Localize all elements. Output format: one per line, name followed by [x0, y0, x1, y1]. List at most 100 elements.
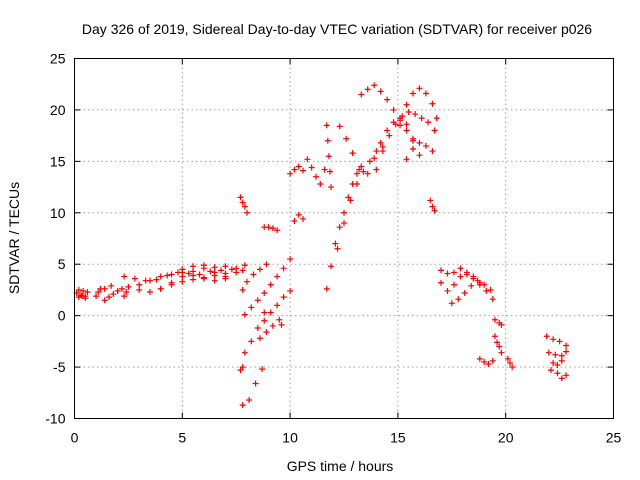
data-point — [358, 91, 365, 98]
data-point — [256, 266, 263, 273]
series-s18 — [239, 366, 266, 409]
data-point — [476, 355, 483, 362]
data-point — [254, 297, 261, 304]
data-point — [261, 317, 268, 324]
data-point — [237, 194, 244, 201]
data-point — [554, 370, 561, 377]
data-point — [274, 227, 281, 234]
data-point — [507, 359, 514, 366]
data-point — [207, 268, 214, 275]
data-point — [336, 224, 343, 231]
series-s37 — [491, 333, 505, 356]
data-point — [75, 294, 82, 301]
data-point — [558, 357, 565, 364]
series-s38 — [476, 355, 496, 367]
data-point — [295, 163, 302, 170]
series-s04 — [101, 282, 128, 300]
data-point — [243, 209, 250, 216]
data-points — [73, 82, 570, 409]
series-s22 — [304, 156, 328, 187]
data-point — [246, 396, 253, 403]
data-point — [211, 264, 218, 271]
data-point — [563, 348, 570, 355]
x-tick-label: 0 — [71, 430, 79, 446]
data-point — [164, 272, 171, 279]
data-point — [280, 265, 287, 272]
data-point — [332, 240, 339, 247]
x-axis-label: GPS time / hours — [287, 458, 394, 474]
data-point — [80, 287, 87, 294]
data-point — [470, 275, 477, 282]
data-point — [491, 316, 498, 323]
series-s19 — [261, 224, 281, 234]
data-point — [263, 261, 270, 268]
y-tick-label: 25 — [50, 51, 66, 67]
data-point — [563, 342, 570, 349]
data-point — [146, 288, 153, 295]
data-point — [308, 164, 315, 171]
data-point — [558, 352, 565, 359]
data-point — [403, 101, 410, 108]
data-point — [386, 132, 393, 139]
data-point — [321, 166, 328, 173]
data-point — [349, 150, 356, 157]
series-s43 — [550, 357, 565, 369]
data-point — [498, 349, 505, 356]
data-point — [179, 273, 186, 280]
data-point — [121, 273, 128, 280]
data-point — [254, 324, 261, 331]
data-point — [312, 173, 319, 180]
data-point — [239, 199, 246, 206]
data-point — [373, 148, 380, 155]
series-s34 — [438, 271, 496, 303]
data-point — [491, 333, 498, 340]
series-s40 — [543, 333, 570, 349]
data-point — [157, 285, 164, 292]
data-point — [431, 127, 438, 134]
data-point — [373, 166, 380, 173]
data-point — [409, 146, 416, 153]
series-s24 — [323, 163, 365, 292]
data-point — [384, 96, 391, 103]
data-point — [468, 282, 475, 289]
data-point — [489, 357, 496, 364]
x-tick-label: 10 — [282, 430, 298, 446]
data-point — [239, 286, 246, 293]
data-point — [397, 122, 404, 129]
y-tick-label: -10 — [45, 411, 65, 427]
data-point — [291, 218, 298, 225]
data-point — [278, 321, 285, 328]
y-tick-label: 0 — [58, 308, 66, 324]
data-point — [422, 142, 429, 149]
data-point — [241, 349, 248, 356]
data-point — [75, 286, 82, 293]
x-tick-label: 15 — [390, 430, 406, 446]
data-point — [287, 287, 294, 294]
data-point — [153, 276, 160, 283]
data-point — [241, 262, 248, 269]
data-point — [429, 100, 436, 107]
data-point — [136, 286, 143, 293]
data-point — [429, 148, 436, 155]
plot-frame — [74, 58, 614, 419]
data-point — [450, 281, 457, 288]
data-point — [263, 329, 270, 336]
series-s35 — [448, 277, 494, 307]
data-point — [377, 88, 384, 95]
data-point — [403, 127, 410, 134]
data-point — [179, 266, 186, 273]
data-point — [252, 380, 259, 387]
data-point — [237, 367, 244, 374]
series-s36 — [491, 316, 505, 328]
data-point — [179, 278, 186, 285]
data-point — [291, 166, 298, 173]
x-tick-label: 20 — [498, 430, 514, 446]
data-point — [250, 271, 257, 278]
data-point — [429, 203, 436, 210]
data-point — [157, 273, 164, 280]
series-s29 — [373, 108, 438, 173]
data-point — [405, 108, 412, 115]
series-s25 — [334, 143, 386, 252]
data-point — [256, 335, 263, 342]
data-point — [455, 296, 462, 303]
